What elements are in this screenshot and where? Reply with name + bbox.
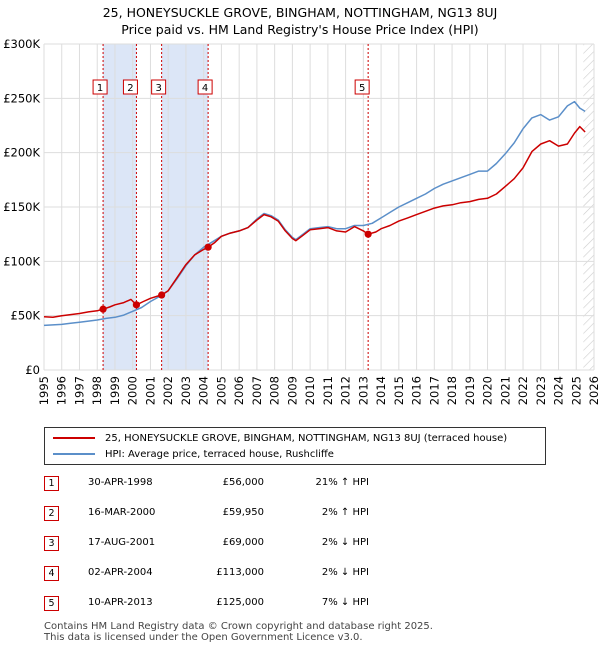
x-tick-label: 2026 [587, 376, 600, 405]
sale-point [132, 301, 141, 309]
x-tick-label: 2020 [481, 376, 495, 405]
x-tick-label: 2010 [303, 376, 317, 405]
x-tick-label: 1999 [108, 376, 122, 405]
sale-badge-box [122, 79, 138, 95]
chart-subtitle: Price paid vs. HM Land Registry's House … [121, 22, 479, 37]
x-tick-label: 2018 [445, 376, 459, 405]
sale-date: 17-AUG-2001 [88, 537, 156, 548]
hpi-line [43, 100, 586, 327]
x-tick-label: 2022 [516, 376, 530, 405]
sale-marker-badge: 1 [44, 476, 59, 491]
sale-badge-box [151, 79, 167, 95]
legend-label-property: 25, HONEYSUCKLE GROVE, BINGHAM, NOTTINGH… [105, 432, 508, 444]
x-tick-label: 2014 [374, 376, 388, 405]
sale-hpi-diff: 21% ↑ HPI [315, 477, 369, 488]
y-tick-label: £0 [25, 363, 40, 377]
sale-price: £56,000 [222, 477, 264, 488]
y-tick-label: £150K [3, 200, 40, 214]
sale-marker-badge: 3 [44, 536, 59, 551]
footer: Contains HM Land Registry data © Crown c… [44, 621, 433, 643]
sale-price: £69,000 [222, 537, 264, 548]
sale-badge-box [197, 79, 213, 95]
x-tick-label: 2001 [143, 376, 157, 405]
x-tick-label: 1996 [55, 376, 69, 405]
footer-copyright: Contains HM Land Registry data © Crown c… [44, 621, 433, 632]
legend-item-property: 25, HONEYSUCKLE GROVE, BINGHAM, NOTTINGH… [53, 431, 507, 445]
legend-swatch-hpi [53, 453, 95, 455]
x-tick-label: 2003 [179, 376, 193, 405]
sale-marker-badge: 5 [44, 596, 59, 611]
chart-title: 25, HONEYSUCKLE GROVE, BINGHAM, NOTTINGH… [102, 5, 498, 20]
x-tick-label: 2007 [250, 376, 264, 405]
x-tick-label: 2013 [356, 376, 370, 405]
x-tick-label: 2012 [339, 376, 353, 405]
x-tick-label: 2019 [463, 376, 477, 405]
x-tick-label: 1995 [37, 376, 51, 405]
x-tick-label: 1998 [90, 376, 104, 405]
legend-swatch-property [53, 437, 95, 439]
x-tick-label: 2004 [197, 376, 211, 405]
price-chart: 1 2 3 4 5 £0 £50K £100K £150K £200K £250K £300K 199… [3, 37, 600, 405]
sale-badge-label: 5 [359, 83, 365, 94]
x-tick-label: 2021 [498, 376, 512, 405]
x-tick-label: 2011 [321, 376, 335, 405]
sale-hpi-diff: 2% ↑ HPI [321, 507, 369, 518]
sale-point [204, 243, 212, 251]
x-tick-label: 2008 [268, 376, 282, 405]
sale-badge-label: 2 [127, 83, 133, 94]
sale-badge-box [92, 79, 108, 95]
x-tick-label: 2002 [161, 376, 175, 405]
sale-badge-label: 1 [97, 83, 103, 94]
sale-badge-box [354, 79, 370, 95]
legend-label-hpi: HPI: Average price, terraced house, Rush… [105, 448, 334, 460]
sale-price: £59,950 [222, 507, 264, 518]
legend-item-hpi: HPI: Average price, terraced house, Rush… [53, 447, 334, 461]
x-tick-label: 1997 [72, 376, 86, 405]
sale-hpi-diff: 2% ↓ HPI [321, 537, 369, 548]
sale-badge-label: 3 [155, 83, 161, 94]
sale-marker-badge: 2 [44, 506, 59, 521]
sale-price: £113,000 [216, 567, 264, 578]
x-tick-label: 2023 [534, 376, 548, 405]
sale-hpi-diff: 2% ↓ HPI [321, 567, 369, 578]
y-tick-label: £200K [3, 146, 40, 160]
sale-point [158, 291, 166, 299]
x-tick-label: 2006 [232, 376, 246, 405]
sale-date: 30-APR-1998 [88, 477, 153, 488]
y-tick-label: £300K [3, 37, 40, 51]
sale-badge-label: 4 [202, 83, 208, 94]
y-tick-label: £100K [3, 254, 40, 268]
sale-price: £125,000 [216, 597, 264, 608]
x-tick-label: 2024 [552, 376, 566, 405]
x-tick-label: 2017 [427, 376, 441, 405]
y-tick-label: £50K [11, 309, 41, 323]
x-tick-label: 2009 [285, 376, 299, 405]
x-tick-label: 2005 [214, 376, 228, 405]
x-tick-label: 2016 [410, 376, 424, 405]
sale-point [99, 305, 107, 313]
legend: 25, HONEYSUCKLE GROVE, BINGHAM, NOTTINGH… [44, 427, 546, 465]
sale-date: 16-MAR-2000 [88, 507, 156, 518]
sale-date: 10-APR-2013 [88, 597, 153, 608]
x-tick-label: 2015 [392, 376, 406, 405]
x-tick-label: 2000 [126, 376, 140, 405]
x-tick-label: 2025 [569, 376, 583, 405]
y-tick-label: £250K [3, 91, 40, 105]
sale-point [364, 230, 372, 238]
sale-date: 02-APR-2004 [88, 567, 153, 578]
sale-hpi-diff: 7% ↓ HPI [321, 597, 369, 608]
sale-marker-badge: 4 [44, 566, 59, 581]
footer-license: This data is licensed under the Open Gov… [44, 632, 363, 643]
property-price-line [43, 125, 586, 319]
